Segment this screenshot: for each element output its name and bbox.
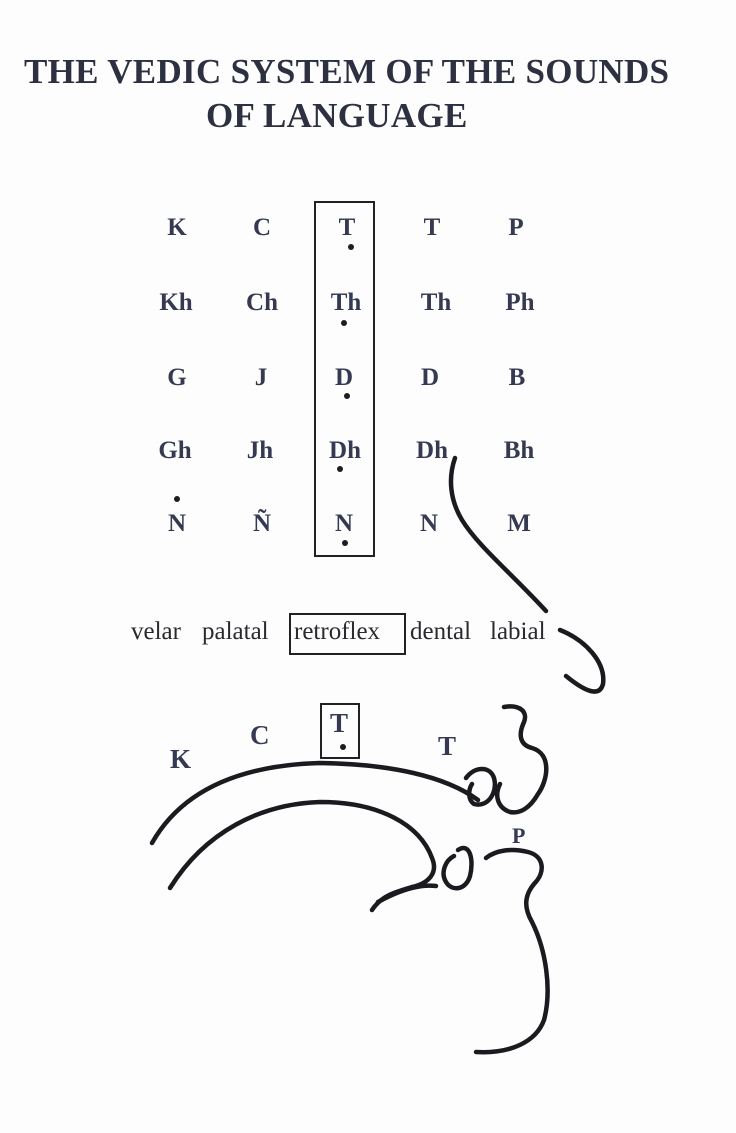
grid-letter: Bh <box>503 437 535 464</box>
grid-letter: P <box>508 214 524 241</box>
upper-teeth <box>463 766 498 807</box>
retroflex-label-box <box>289 613 406 655</box>
label-retroflex: retroflex <box>294 618 381 645</box>
grid-letter: N <box>419 510 439 537</box>
label-labial: labial <box>490 618 546 645</box>
lower-lip-chin <box>473 847 550 1055</box>
mouth-floor <box>375 883 439 905</box>
label-dental: dental <box>410 618 472 645</box>
lower-teeth <box>441 845 474 891</box>
grid-letter: Th <box>420 289 452 316</box>
underdot <box>340 744 346 750</box>
diagram-letter-labial: P <box>512 823 526 848</box>
retroflex-diagram-box <box>320 703 360 759</box>
underdot <box>337 466 343 472</box>
diagram-letter-palatal: C <box>250 720 270 750</box>
grid-letter: C <box>252 214 272 241</box>
grid-letter: Kh <box>159 289 193 316</box>
grid-letter-retroflex: N <box>334 510 354 537</box>
grid-letter: Ch <box>246 289 278 316</box>
underdot <box>344 393 350 399</box>
palate-outline <box>149 760 481 846</box>
label-velar: velar <box>131 618 181 645</box>
grid-letter: Dh <box>416 437 448 464</box>
overdot <box>174 496 180 502</box>
pointer-line <box>448 455 549 614</box>
pointer-hook <box>557 627 606 694</box>
retroflex-column-box <box>314 201 375 557</box>
underdot <box>348 244 354 250</box>
grid-letter-retroflex: Dh <box>329 437 361 464</box>
grid-letter: M <box>507 510 531 537</box>
grid-letter: J <box>254 364 268 391</box>
label-palatal: palatal <box>202 618 269 645</box>
upper-lip <box>495 704 549 815</box>
grid-letter: Ph <box>505 289 535 316</box>
grid-letter-retroflex: T <box>338 214 356 241</box>
grid-letter: B <box>508 364 526 391</box>
grid-letter: Jh <box>246 437 274 464</box>
page-subtitle: OF LANGUAGE <box>206 96 468 135</box>
page-title: THE VEDIC SYSTEM OF THE SOUNDS <box>24 52 670 91</box>
grid-letter: Ñ <box>252 510 272 537</box>
grid-letter: G <box>167 364 187 391</box>
diagram-letter-retroflex: T <box>330 708 349 738</box>
grid-letter: N <box>167 510 187 537</box>
diagram-letter-velar: K <box>170 744 192 774</box>
grid-letter: Gh <box>158 437 192 464</box>
underdot <box>341 320 347 326</box>
grid-letter: D <box>420 364 440 391</box>
grid-letter: T <box>423 214 441 241</box>
grid-letter-retroflex: D <box>334 364 354 391</box>
diagram-letter-dental: T <box>438 731 457 761</box>
grid-letter-retroflex: Th <box>330 289 362 316</box>
grid-letter: K <box>167 214 187 241</box>
underdot <box>342 540 348 546</box>
